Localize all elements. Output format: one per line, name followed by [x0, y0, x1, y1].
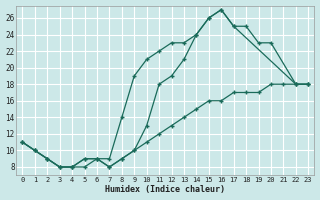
X-axis label: Humidex (Indice chaleur): Humidex (Indice chaleur) [105, 185, 225, 194]
